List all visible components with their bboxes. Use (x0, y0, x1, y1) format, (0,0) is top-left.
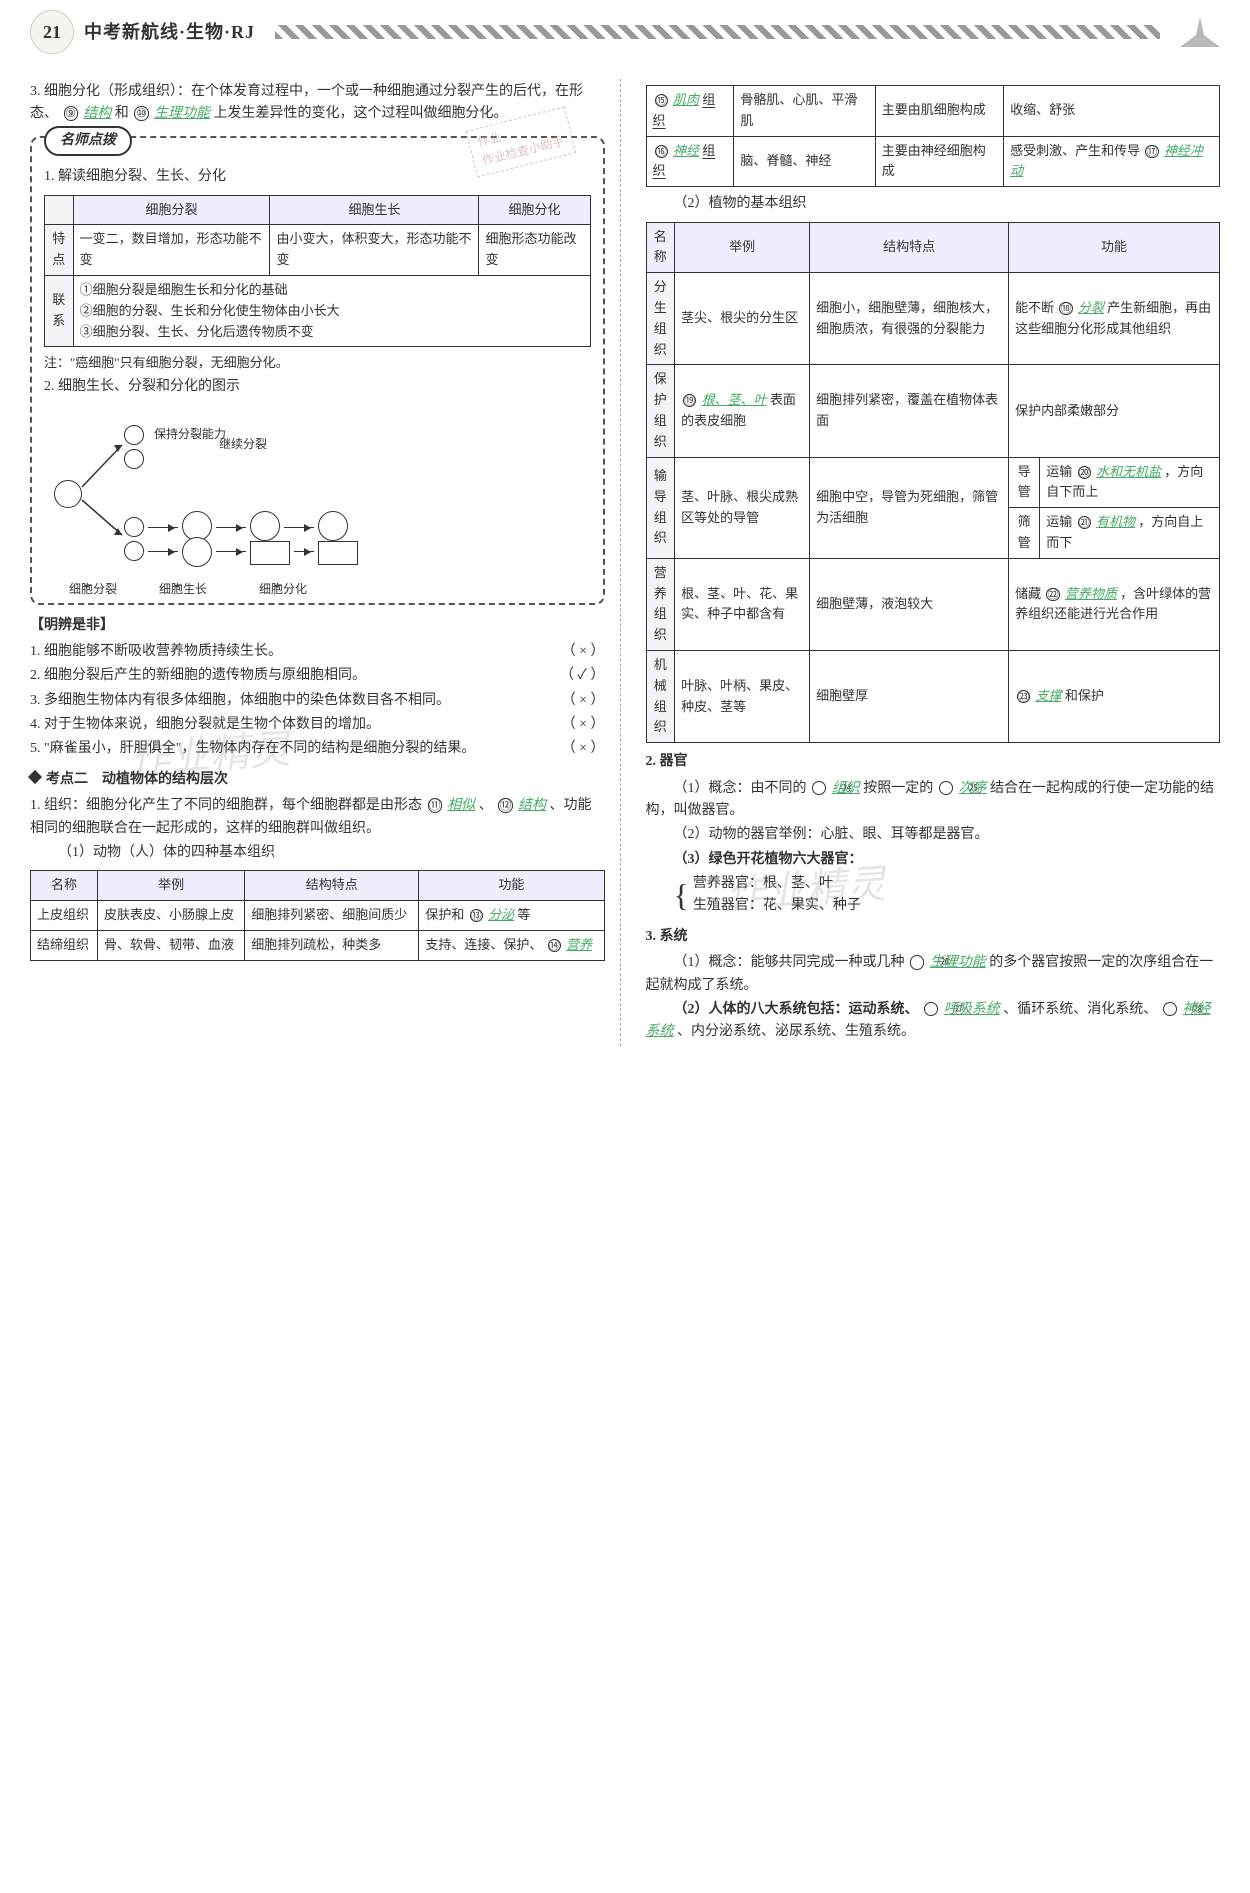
table-row: 分生组织 茎尖、根尖的分生区 细胞小，细胞壁薄，细胞核大，细胞质浓，有很强的分裂… (646, 273, 1220, 365)
table-row: 机械组织 叶脉、叶柄、果皮、种皮、茎等 细胞壁厚 ㉓ 支撑 和保护 (646, 650, 1220, 742)
judge-item: 4. 对于生物体来说，细胞分裂就是生物个体数目的增加。（ × ） (30, 714, 605, 736)
judge-title: 【明辨是非】 (30, 615, 605, 637)
sec-2-2: （2）动物的器官举例：心脏、眼、耳等都是器官。 (646, 824, 1221, 846)
teacher-line-2: 2. 细胞生长、分裂和分化的图示 (44, 376, 591, 398)
teacher-tag: 名师点拨 (44, 126, 132, 156)
organ-brace-group: { 营养器官：根、茎、叶 生殖器官：花、果实、种子 (674, 873, 1221, 918)
table-animal-tissue: 名称 举例 结构特点 功能 上皮组织 皮肤表皮、小肠腺上皮 细胞排列紧密、细胞间… (30, 870, 605, 960)
table-row: 结缔组织 骨、软骨、韧带、血液 细胞排列疏松，种类多 支持、连接、保护、 ⑭ 营… (31, 931, 605, 961)
header-hatch (275, 25, 1160, 39)
sec-3-title: 3. 系统 (646, 926, 1221, 948)
table-row: ⑮ 肌肉 组织 骨骼肌、心肌、平滑肌 主要由肌细胞构成 收缩、舒张 (646, 86, 1220, 137)
page-header: 21 中考新航线·生物·RJ (0, 0, 1250, 59)
table-row: 保护组织 ⑲ 根、茎、叶 表面的表皮细胞 细胞排列紧密，覆盖在植物体表面 保护内… (646, 365, 1220, 457)
teacher-tip-box: 名师点拨 作业 作业检查小助手 1. 解读细胞分裂、生长、分化 细胞分裂 细胞生… (30, 136, 605, 605)
row-head: 联系 (45, 275, 74, 346)
table-row: ⑯ 神经 组织 脑、脊髓、神经 主要由神经细胞构成 感受刺激、产生和传导 ⑰ 神… (646, 136, 1220, 187)
judge-item: 5. "麻雀虽小，肝胆俱全"，生物体内存在不同的结构是细胞分裂的结果。（ × ） (30, 738, 605, 760)
kp2-item-1: 1. 组织：细胞分化产生了不同的细胞群，每个细胞群都是由形态 ⑪ 相似 、 ⑫ … (30, 795, 605, 840)
right-column: ⑮ 肌肉 组织 骨骼肌、心肌、平滑肌 主要由肌细胞构成 收缩、舒张 ⑯ 神经 组… (641, 79, 1221, 1046)
page-number-badge: 21 (30, 10, 74, 54)
left-column: 3. 细胞分化（形成组织）：在个体发育过程中，一个或一种细胞通过分裂产生的后代，… (30, 79, 621, 1046)
header-title: 中考新航线·生物·RJ (84, 18, 255, 47)
page-body: 3. 细胞分化（形成组织）：在个体发育过程中，一个或一种细胞通过分裂产生的后代，… (0, 59, 1250, 1066)
table-row: 上皮组织 皮肤表皮、小肠腺上皮 细胞排列紧密、细胞间质少 保护和 ⑬ 分泌 等 (31, 901, 605, 931)
sec-3-1: （1）概念：能够共同完成一种或几种 ㉖ 生理功能 的多个器官按照一定的次序组合在… (646, 952, 1221, 997)
sec-2-title: 2. 器官 (646, 751, 1221, 773)
table-plant-tissue: 名称 举例 结构特点 功能 分生组织 茎尖、根尖的分生区 细胞小，细胞壁薄，细胞… (646, 222, 1221, 744)
table-animal-tissue-cont: ⑮ 肌肉 组织 骨骼肌、心肌、平滑肌 主要由肌细胞构成 收缩、舒张 ⑯ 神经 组… (646, 85, 1221, 187)
table-row: 营养组织 根、茎、叶、花、果实、种子中都含有 细胞壁薄，液泡较大 储藏 ㉒ 营养… (646, 558, 1220, 650)
sec-3-2: （2）人体的八大系统包括：运动系统、 ㉗ 呼吸系统 、循环系统、消化系统、 ㉘ … (646, 999, 1221, 1044)
sec-2-1: （1）概念：由不同的 ㉔ 组织 按照一定的 ㉕ 次序 结合在一起构成的行使一定功… (646, 778, 1221, 823)
judge-item: 1. 细胞能够不断吸收营养物质持续生长。（ × ） (30, 641, 605, 663)
judge-item: 3. 多细胞生物体内有很多体细胞，体细胞中的染色体数目各不相同。（ × ） (30, 690, 605, 712)
table-row: 输导组织 茎、叶脉、根尖成熟区等处的导管 细胞中空，导管为死细胞，筛管为活细胞 … (646, 457, 1220, 508)
table-cell-compare: 细胞分裂 细胞生长 细胞分化 特点 一变二，数目增加，形态功能不变 由小变大，体… (44, 195, 591, 348)
kp2-sub1: （1）动物（人）体的四种基本组织 (30, 842, 605, 864)
ship-icon (1180, 17, 1220, 47)
cell-diagram: 保持分裂能力 继续分裂 (44, 405, 591, 585)
row-head: 特点 (45, 225, 74, 276)
kp2-sub2: （2）植物的基本组织 (646, 193, 1221, 215)
teacher-note: 注："癌细胞"只有细胞分裂，无细胞分化。 (44, 353, 591, 374)
sec-2-3: （3）绿色开花植物六大器官： (646, 849, 1221, 871)
judge-item: 2. 细胞分裂后产生的新细胞的遗传物质与原细胞相同。（ ✓ ） (30, 665, 605, 687)
judge-list: 1. 细胞能够不断吸收营养物质持续生长。（ × ） 2. 细胞分裂后产生的新细胞… (30, 641, 605, 761)
keypoint-2-title: 考点二 动植物体的结构层次 (30, 769, 605, 791)
